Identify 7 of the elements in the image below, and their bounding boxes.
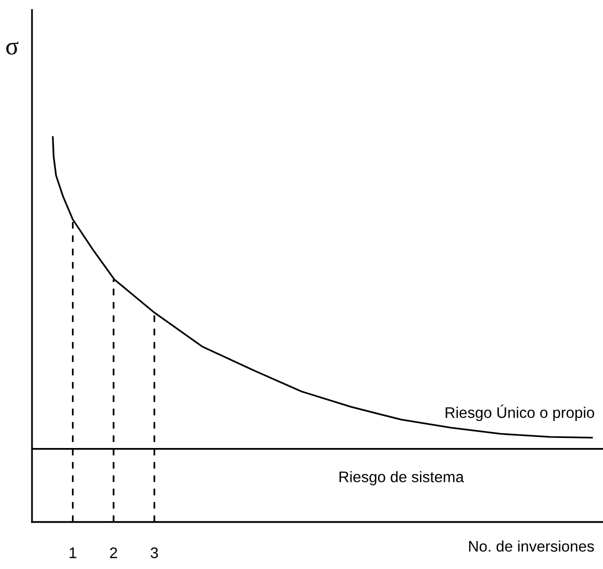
x-tick-label: 2 <box>110 547 118 558</box>
annotation: Riesgo Único o propio <box>446 404 594 422</box>
annotation: Riesgo de sistema <box>340 471 464 486</box>
x-tick-label: 3 <box>150 547 158 558</box>
x-tick-label: 1 <box>70 548 76 558</box>
y-axis-title: σ <box>6 42 18 55</box>
x-axis-title: No. de inversiones <box>469 540 594 552</box>
